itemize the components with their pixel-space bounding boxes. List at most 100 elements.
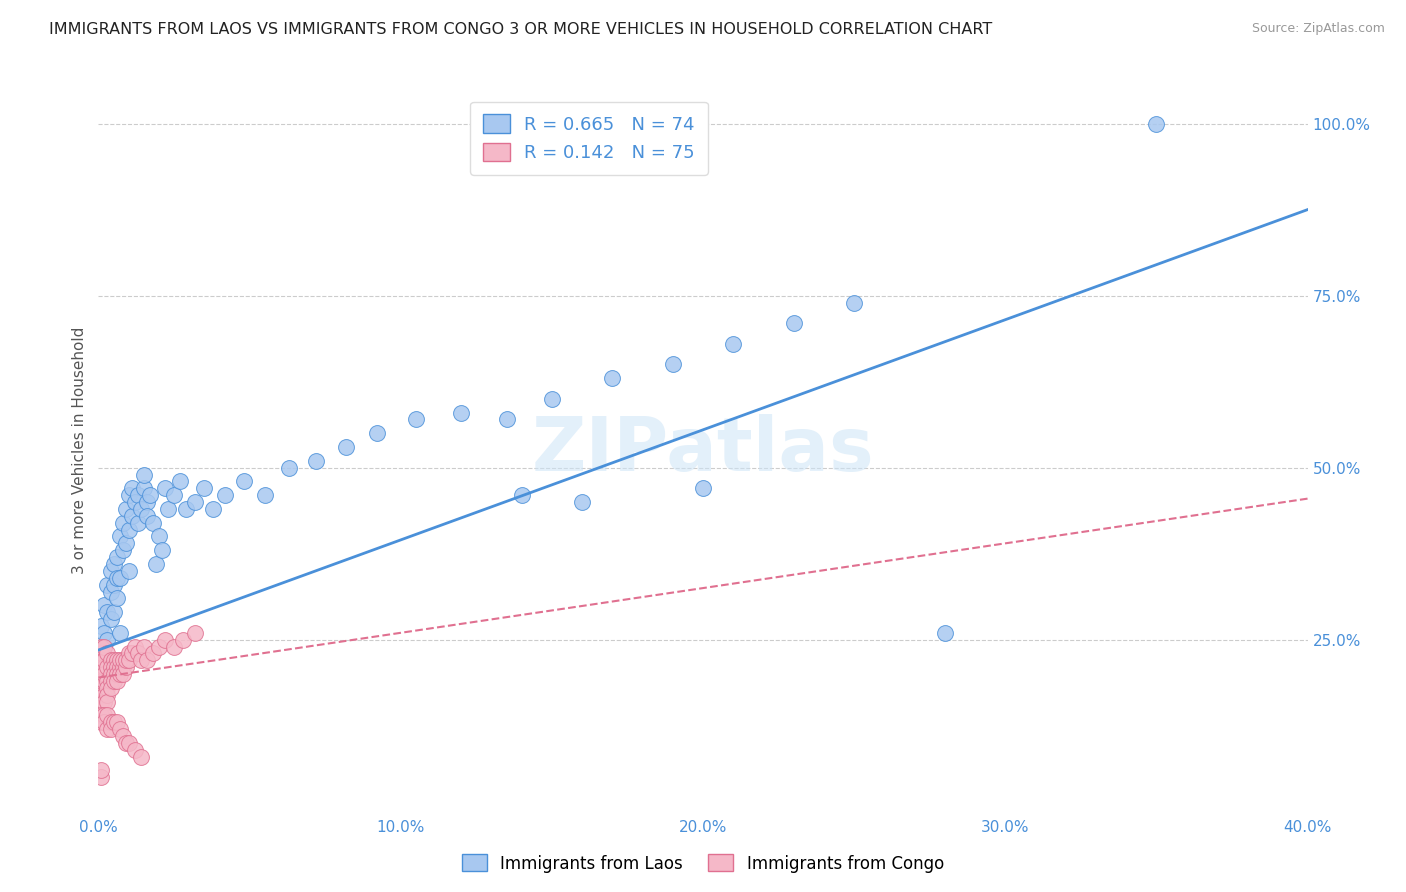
Point — [96, 673, 118, 688]
Point — [135, 653, 157, 667]
Point — [93, 708, 115, 723]
Point — [93, 688, 115, 702]
Point — [90, 673, 112, 688]
Point — [111, 667, 134, 681]
Point — [132, 640, 155, 654]
Point — [108, 653, 131, 667]
Point — [100, 564, 122, 578]
Point — [111, 543, 134, 558]
Point — [121, 647, 143, 661]
Point — [114, 736, 136, 750]
Point — [103, 577, 125, 591]
Point — [184, 625, 207, 640]
Point — [108, 625, 131, 640]
Point — [93, 660, 115, 674]
Point — [90, 681, 112, 695]
Point — [602, 371, 624, 385]
Point — [366, 426, 388, 441]
Point — [90, 667, 112, 681]
Point — [103, 653, 125, 667]
Point — [90, 653, 112, 667]
Point — [305, 454, 328, 468]
Text: ZIPatlas: ZIPatlas — [531, 414, 875, 487]
Point — [174, 502, 197, 516]
Point — [96, 647, 118, 661]
Point — [1144, 117, 1167, 131]
Point — [100, 681, 122, 695]
Point — [93, 625, 115, 640]
Point — [111, 660, 134, 674]
Point — [90, 640, 112, 654]
Point — [118, 736, 141, 750]
Point — [148, 529, 170, 543]
Point — [723, 336, 745, 351]
Point — [139, 488, 162, 502]
Point — [100, 660, 122, 674]
Point — [111, 653, 134, 667]
Point — [510, 488, 533, 502]
Point — [142, 647, 165, 661]
Point — [172, 632, 194, 647]
Point — [129, 749, 152, 764]
Point — [105, 571, 128, 585]
Point — [335, 440, 357, 454]
Point — [96, 660, 118, 674]
Point — [214, 488, 236, 502]
Point — [692, 481, 714, 495]
Point — [93, 599, 115, 613]
Point — [540, 392, 562, 406]
Point — [127, 516, 149, 530]
Point — [100, 653, 122, 667]
Point — [105, 673, 128, 688]
Point — [844, 295, 866, 310]
Point — [114, 653, 136, 667]
Point — [114, 660, 136, 674]
Point — [93, 673, 115, 688]
Point — [103, 667, 125, 681]
Point — [135, 495, 157, 509]
Point — [100, 722, 122, 736]
Point — [96, 660, 118, 674]
Point — [124, 743, 146, 757]
Point — [148, 640, 170, 654]
Point — [93, 653, 115, 667]
Point — [277, 460, 299, 475]
Point — [90, 647, 112, 661]
Point — [193, 481, 215, 495]
Point — [105, 715, 128, 730]
Point — [93, 715, 115, 730]
Point — [100, 667, 122, 681]
Text: IMMIGRANTS FROM LAOS VS IMMIGRANTS FROM CONGO 3 OR MORE VEHICLES IN HOUSEHOLD CO: IMMIGRANTS FROM LAOS VS IMMIGRANTS FROM … — [49, 22, 993, 37]
Point — [129, 653, 152, 667]
Point — [90, 715, 112, 730]
Point — [232, 475, 254, 489]
Point — [153, 632, 176, 647]
Point — [90, 673, 112, 688]
Point — [103, 715, 125, 730]
Point — [90, 695, 112, 709]
Point — [103, 557, 125, 571]
Point — [108, 660, 131, 674]
Point — [132, 467, 155, 482]
Point — [124, 640, 146, 654]
Point — [96, 722, 118, 736]
Point — [661, 358, 683, 372]
Point — [96, 688, 118, 702]
Point — [118, 523, 141, 537]
Point — [100, 715, 122, 730]
Point — [108, 667, 131, 681]
Point — [405, 412, 427, 426]
Point — [90, 688, 112, 702]
Point — [153, 481, 176, 495]
Point — [132, 481, 155, 495]
Point — [118, 564, 141, 578]
Point — [111, 516, 134, 530]
Point — [253, 488, 276, 502]
Point — [108, 571, 131, 585]
Point — [450, 406, 472, 420]
Legend: Immigrants from Laos, Immigrants from Congo: Immigrants from Laos, Immigrants from Co… — [456, 847, 950, 880]
Point — [118, 488, 141, 502]
Point — [96, 577, 118, 591]
Point — [108, 529, 131, 543]
Point — [127, 488, 149, 502]
